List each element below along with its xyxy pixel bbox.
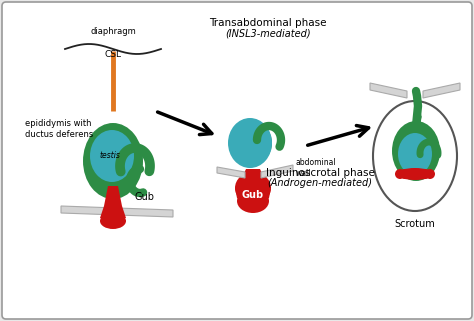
Ellipse shape [425, 169, 435, 179]
Text: diaphragm: diaphragm [90, 27, 136, 36]
Ellipse shape [90, 130, 134, 182]
Polygon shape [61, 206, 173, 217]
Ellipse shape [400, 169, 410, 179]
Polygon shape [370, 83, 407, 98]
Polygon shape [423, 83, 460, 98]
Text: Inguinoscrotal phase: Inguinoscrotal phase [265, 168, 374, 178]
Ellipse shape [100, 213, 126, 229]
Ellipse shape [415, 169, 425, 179]
Ellipse shape [398, 133, 432, 175]
Polygon shape [235, 169, 271, 208]
Ellipse shape [235, 172, 271, 204]
Polygon shape [261, 165, 293, 178]
Text: (INSL3-mediated): (INSL3-mediated) [225, 28, 311, 38]
Ellipse shape [237, 189, 269, 213]
Ellipse shape [397, 168, 433, 180]
Text: Scrotum: Scrotum [395, 219, 436, 229]
Polygon shape [217, 167, 245, 178]
Text: Transabdominal phase: Transabdominal phase [209, 18, 327, 28]
Text: testis: testis [100, 152, 120, 160]
Ellipse shape [410, 169, 420, 179]
Polygon shape [100, 186, 126, 221]
Ellipse shape [373, 101, 457, 211]
Ellipse shape [420, 169, 430, 179]
Ellipse shape [405, 169, 415, 179]
Ellipse shape [392, 121, 440, 181]
Text: Gub: Gub [242, 190, 264, 200]
Text: epididymis with
ductus deferens: epididymis with ductus deferens [25, 119, 93, 139]
Text: abdominal
wall: abdominal wall [296, 158, 337, 178]
Text: (Androgen-mediated): (Androgen-mediated) [267, 178, 373, 188]
Ellipse shape [83, 123, 143, 199]
Ellipse shape [395, 169, 405, 179]
Ellipse shape [228, 118, 272, 168]
Ellipse shape [230, 121, 272, 165]
FancyBboxPatch shape [2, 2, 472, 319]
Text: Gub: Gub [135, 192, 155, 202]
Text: CSL: CSL [104, 50, 121, 59]
